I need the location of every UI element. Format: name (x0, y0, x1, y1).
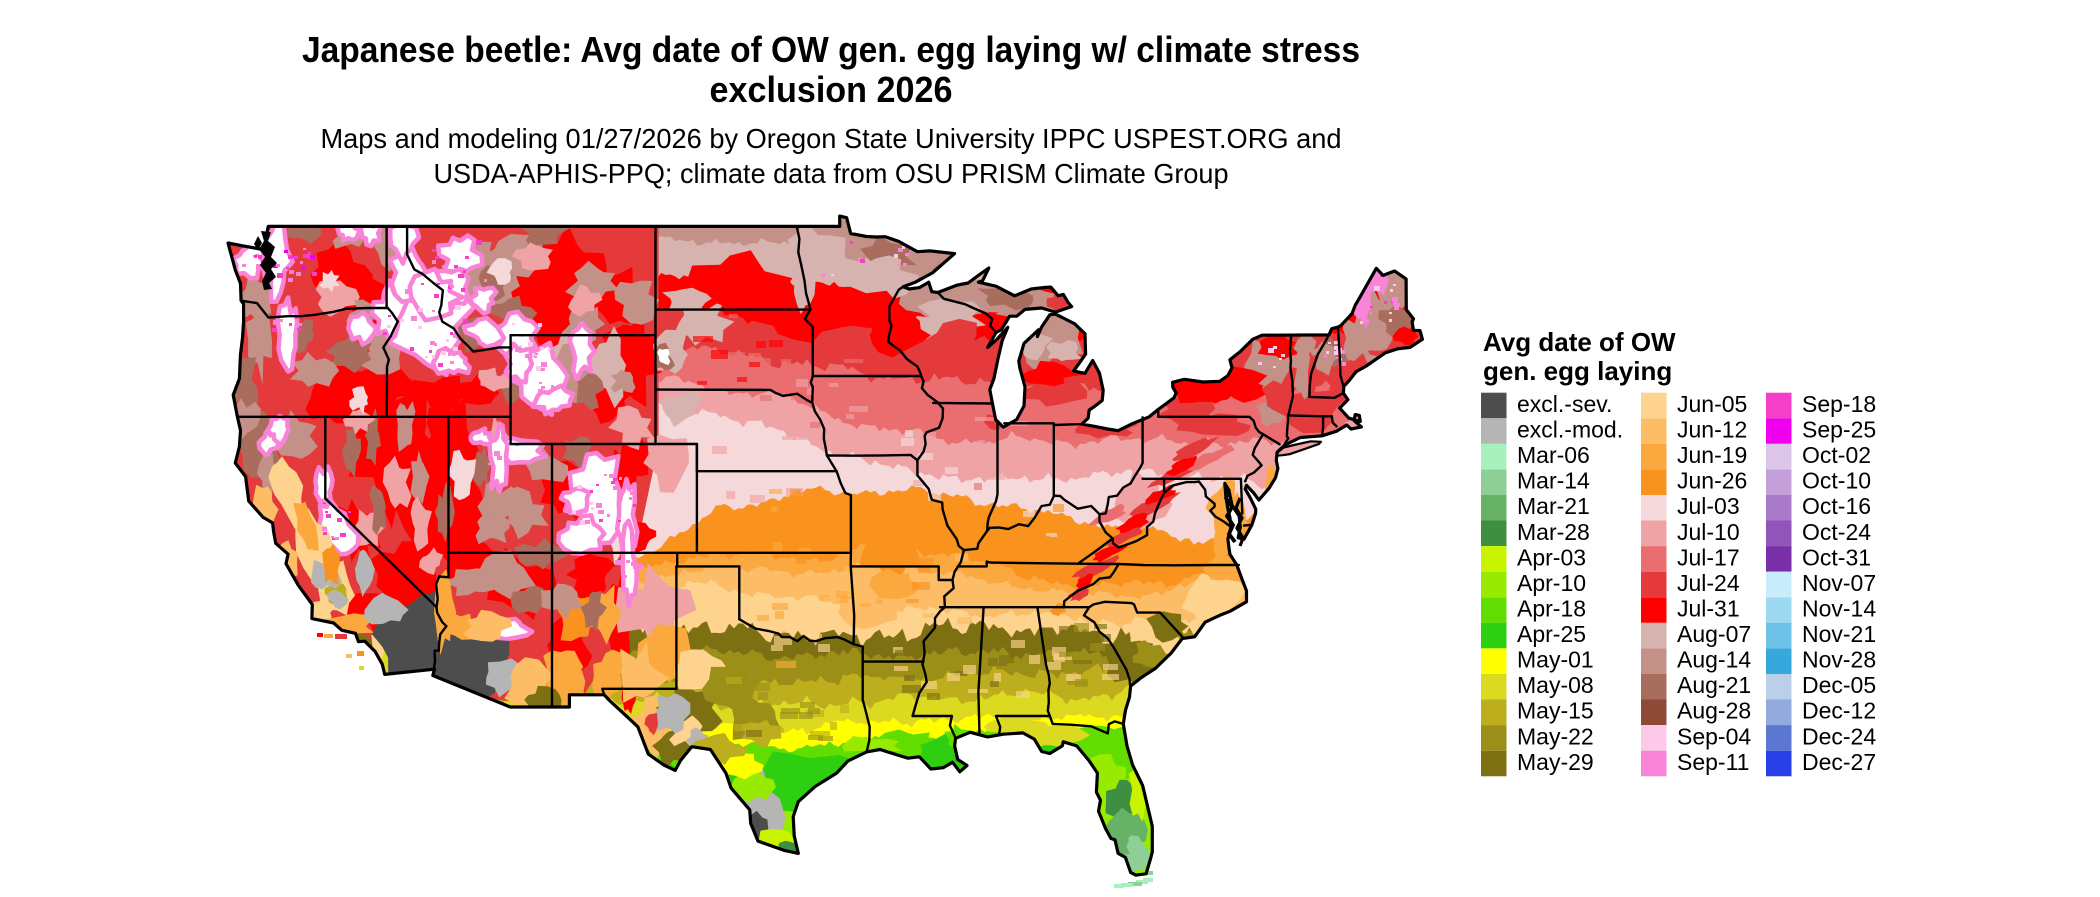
svg-text:Dec-12: Dec-12 (1802, 698, 1876, 724)
svg-text:Jul-17: Jul-17 (1677, 544, 1740, 570)
svg-text:Sep-25: Sep-25 (1802, 417, 1876, 443)
svg-text:Avg date of OW: Avg date of OW (1483, 327, 1676, 357)
svg-text:Aug-28: Aug-28 (1677, 698, 1751, 724)
svg-text:Oct-02: Oct-02 (1802, 442, 1871, 468)
svg-text:Jul-24: Jul-24 (1677, 570, 1740, 596)
svg-text:Nov-14: Nov-14 (1802, 596, 1876, 622)
svg-text:Jul-31: Jul-31 (1677, 596, 1740, 622)
svg-text:exclusion 2026: exclusion 2026 (710, 69, 953, 110)
svg-text:Nov-28: Nov-28 (1802, 647, 1876, 673)
svg-text:Dec-05: Dec-05 (1802, 672, 1876, 698)
svg-text:USDA-APHIS-PPQ; climate data f: USDA-APHIS-PPQ; climate data from OSU PR… (434, 158, 1229, 189)
svg-text:Apr-03: Apr-03 (1517, 544, 1586, 570)
svg-text:Jun-12: Jun-12 (1677, 417, 1747, 443)
svg-text:Oct-31: Oct-31 (1802, 544, 1871, 570)
svg-text:Mar-28: Mar-28 (1517, 519, 1590, 545)
svg-text:Apr-18: Apr-18 (1517, 596, 1586, 622)
svg-text:Jun-26: Jun-26 (1677, 468, 1747, 494)
svg-text:Jun-19: Jun-19 (1677, 442, 1747, 468)
svg-text:Jun-05: Jun-05 (1677, 391, 1747, 417)
svg-text:Sep-18: Sep-18 (1802, 391, 1876, 417)
svg-text:May-29: May-29 (1517, 749, 1594, 775)
svg-text:May-08: May-08 (1517, 672, 1594, 698)
svg-text:Oct-24: Oct-24 (1802, 519, 1871, 545)
svg-text:Jul-10: Jul-10 (1677, 519, 1740, 545)
svg-text:Aug-07: Aug-07 (1677, 621, 1751, 647)
svg-text:Sep-11: Sep-11 (1677, 749, 1749, 775)
svg-text:Oct-10: Oct-10 (1802, 468, 1871, 494)
svg-text:Maps and modeling 01/27/2026 b: Maps and modeling 01/27/2026 by Oregon S… (321, 123, 1342, 154)
svg-text:May-15: May-15 (1517, 698, 1594, 724)
svg-text:Mar-21: Mar-21 (1517, 493, 1590, 519)
svg-text:Oct-16: Oct-16 (1802, 493, 1871, 519)
svg-text:excl.-mod.: excl.-mod. (1517, 417, 1623, 443)
svg-text:Aug-14: Aug-14 (1677, 647, 1751, 673)
svg-text:Dec-27: Dec-27 (1802, 749, 1876, 775)
svg-text:Mar-06: Mar-06 (1517, 442, 1590, 468)
svg-text:Aug-21: Aug-21 (1677, 672, 1751, 698)
svg-text:Japanese beetle: Avg date of O: Japanese beetle: Avg date of OW gen. egg… (302, 29, 1360, 70)
svg-text:Sep-04: Sep-04 (1677, 723, 1751, 749)
svg-text:Apr-25: Apr-25 (1517, 621, 1586, 647)
svg-text:May-22: May-22 (1517, 723, 1594, 749)
svg-text:Apr-10: Apr-10 (1517, 570, 1586, 596)
svg-text:Mar-14: Mar-14 (1517, 468, 1590, 494)
svg-text:Nov-21: Nov-21 (1802, 621, 1876, 647)
svg-text:gen. egg laying: gen. egg laying (1483, 356, 1672, 386)
svg-text:May-01: May-01 (1517, 647, 1594, 673)
svg-text:Dec-24: Dec-24 (1802, 723, 1876, 749)
svg-text:Jul-03: Jul-03 (1677, 493, 1740, 519)
svg-text:Nov-07: Nov-07 (1802, 570, 1876, 596)
svg-text:excl.-sev.: excl.-sev. (1517, 391, 1612, 417)
